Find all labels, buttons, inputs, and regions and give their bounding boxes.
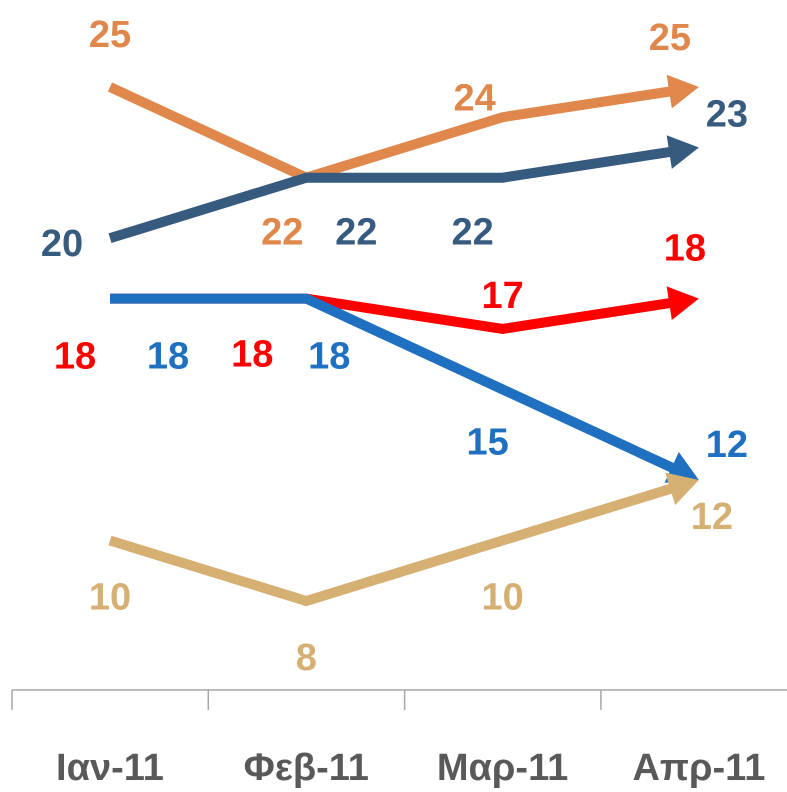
arrow-head bbox=[666, 286, 699, 321]
line-series bbox=[110, 293, 678, 474]
data-label: 18 bbox=[308, 336, 350, 378]
data-label: 12 bbox=[706, 424, 748, 466]
data-label: 25 bbox=[649, 17, 691, 59]
arrow-head bbox=[666, 74, 699, 109]
data-label: 8 bbox=[296, 637, 317, 679]
arrow-head bbox=[665, 472, 699, 506]
data-label: 18 bbox=[147, 336, 189, 378]
data-label: 22 bbox=[261, 212, 303, 254]
data-label: 17 bbox=[481, 275, 523, 317]
x-tick-label: Ιαν-11 bbox=[56, 747, 164, 789]
x-tick-label: Φεβ-11 bbox=[244, 747, 369, 789]
x-tick-label: Μαρ-11 bbox=[437, 747, 568, 789]
data-label: 20 bbox=[41, 223, 83, 265]
data-label: 10 bbox=[89, 577, 131, 619]
data-label: 10 bbox=[481, 577, 523, 619]
data-label: 22 bbox=[335, 212, 377, 254]
data-label: 25 bbox=[89, 14, 131, 56]
data-label: 22 bbox=[451, 212, 493, 254]
data-label: 18 bbox=[664, 228, 706, 270]
data-label: 18 bbox=[54, 336, 96, 378]
data-label: 15 bbox=[466, 421, 508, 463]
data-label: 24 bbox=[453, 77, 495, 119]
data-label: 18 bbox=[231, 334, 273, 376]
line-series bbox=[108, 482, 676, 607]
data-label: 12 bbox=[691, 496, 733, 538]
x-tick-label: Απρ-11 bbox=[632, 747, 765, 789]
data-label: 23 bbox=[706, 94, 748, 136]
line-series bbox=[107, 82, 674, 184]
line-series bbox=[108, 146, 674, 243]
arrow-head bbox=[666, 135, 699, 169]
